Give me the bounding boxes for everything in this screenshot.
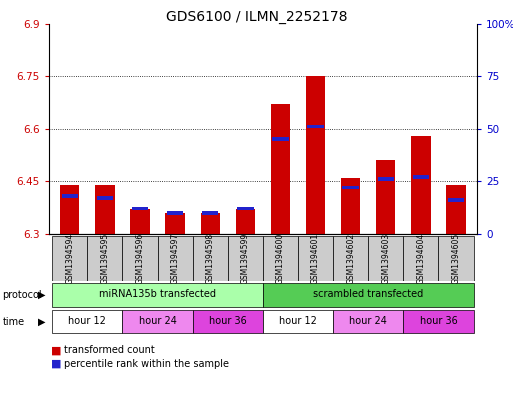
FancyBboxPatch shape [263, 236, 298, 281]
Bar [378, 177, 394, 181]
Text: transformed count: transformed count [64, 345, 155, 355]
Bar [376, 160, 396, 234]
Text: GSM1394602: GSM1394602 [346, 233, 355, 284]
Text: GSM1394596: GSM1394596 [135, 233, 145, 284]
FancyBboxPatch shape [439, 236, 473, 281]
Text: hour 36: hour 36 [209, 316, 247, 326]
Bar [272, 138, 289, 141]
Text: ▶: ▶ [37, 317, 45, 327]
FancyBboxPatch shape [263, 283, 473, 307]
FancyBboxPatch shape [263, 310, 333, 333]
Bar [202, 211, 219, 215]
FancyBboxPatch shape [193, 236, 228, 281]
FancyBboxPatch shape [52, 310, 123, 333]
FancyBboxPatch shape [228, 236, 263, 281]
FancyBboxPatch shape [157, 236, 193, 281]
Bar [271, 104, 290, 234]
FancyBboxPatch shape [123, 310, 193, 333]
FancyBboxPatch shape [403, 236, 439, 281]
Text: GSM1394603: GSM1394603 [381, 233, 390, 284]
FancyBboxPatch shape [368, 236, 403, 281]
Text: protocol: protocol [3, 290, 42, 300]
FancyBboxPatch shape [403, 310, 473, 333]
Text: hour 24: hour 24 [349, 316, 387, 326]
Bar [343, 186, 359, 189]
FancyBboxPatch shape [333, 236, 368, 281]
Bar [307, 125, 324, 129]
Text: GSM1394599: GSM1394599 [241, 233, 250, 284]
Text: ▶: ▶ [37, 290, 45, 300]
Bar [95, 185, 114, 234]
Bar [60, 185, 80, 234]
Text: time: time [3, 317, 25, 327]
Bar [237, 207, 253, 210]
Text: hour 24: hour 24 [139, 316, 176, 326]
Bar [411, 136, 430, 234]
FancyBboxPatch shape [52, 236, 87, 281]
Bar [306, 76, 325, 234]
Text: GSM1394604: GSM1394604 [417, 233, 425, 284]
Text: hour 12: hour 12 [279, 316, 317, 326]
Text: GSM1394600: GSM1394600 [276, 233, 285, 284]
Text: GSM1394601: GSM1394601 [311, 233, 320, 284]
Bar [166, 213, 185, 234]
Bar [341, 178, 360, 234]
Text: ■: ■ [51, 359, 62, 369]
Text: GSM1394598: GSM1394598 [206, 233, 215, 284]
Text: hour 36: hour 36 [420, 316, 458, 326]
FancyBboxPatch shape [193, 310, 263, 333]
Text: GSM1394605: GSM1394605 [451, 233, 461, 284]
Bar [167, 211, 183, 215]
Text: hour 12: hour 12 [68, 316, 106, 326]
Text: GSM1394595: GSM1394595 [101, 233, 109, 284]
Text: GDS6100 / ILMN_2252178: GDS6100 / ILMN_2252178 [166, 10, 347, 24]
Text: GSM1394594: GSM1394594 [65, 233, 74, 284]
Bar [235, 209, 255, 234]
Text: ■: ■ [51, 345, 62, 355]
FancyBboxPatch shape [87, 236, 123, 281]
Text: miRNA135b transfected: miRNA135b transfected [99, 289, 216, 299]
FancyBboxPatch shape [333, 310, 403, 333]
Text: percentile rank within the sample: percentile rank within the sample [64, 359, 229, 369]
FancyBboxPatch shape [52, 283, 263, 307]
FancyBboxPatch shape [123, 236, 157, 281]
Bar [132, 207, 148, 210]
Text: GSM1394597: GSM1394597 [171, 233, 180, 284]
FancyBboxPatch shape [298, 236, 333, 281]
Text: scrambled transfected: scrambled transfected [313, 289, 423, 299]
Bar [446, 185, 466, 234]
Bar [448, 198, 464, 202]
Bar [130, 209, 150, 234]
Bar [62, 194, 78, 198]
Bar [201, 213, 220, 234]
Bar [412, 175, 429, 179]
Bar [97, 196, 113, 200]
